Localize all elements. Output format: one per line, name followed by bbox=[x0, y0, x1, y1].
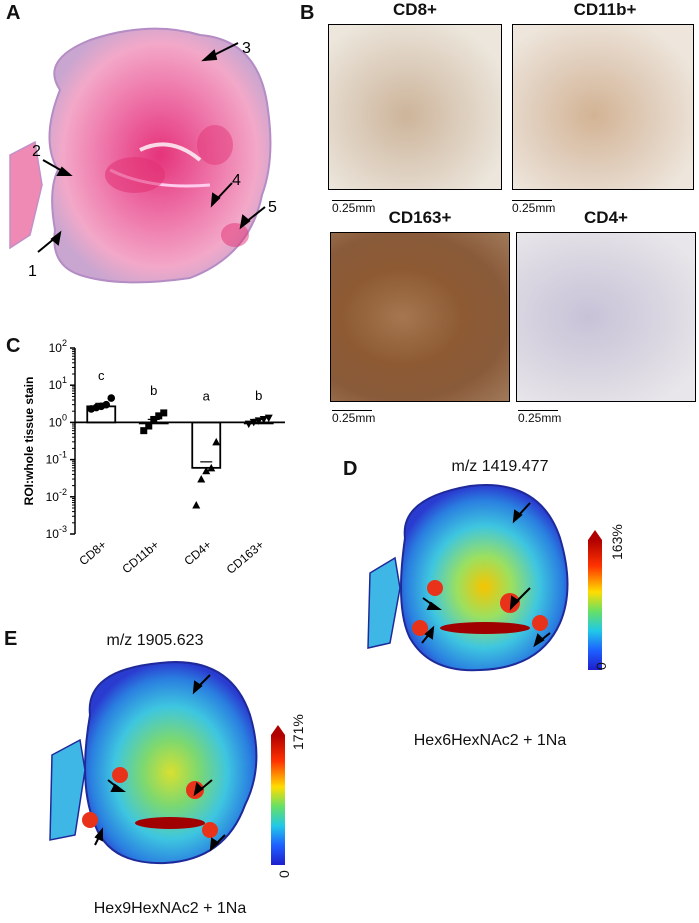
cd163-scale-label: 0.25mm bbox=[332, 411, 376, 425]
data-point bbox=[264, 414, 273, 423]
data-point bbox=[197, 475, 206, 483]
cd163-title: CD163+ bbox=[388, 208, 452, 227]
callout-2: 2 bbox=[32, 143, 41, 160]
panel-b-letter: B bbox=[300, 2, 315, 24]
data-point bbox=[192, 501, 201, 509]
panel-d-scale-min: 0 bbox=[593, 662, 609, 670]
panel-e-mz: m/z 1905.623 bbox=[106, 632, 204, 649]
data-point bbox=[254, 417, 263, 425]
callout-4: 4 bbox=[232, 172, 241, 189]
panel-e-colorbar bbox=[271, 725, 285, 865]
cd4-micrograph bbox=[516, 232, 696, 402]
x-tick-label: CD8+ bbox=[76, 538, 109, 569]
significance-label: b bbox=[150, 383, 157, 398]
callout-5: 5 bbox=[268, 199, 277, 216]
data-point bbox=[160, 409, 168, 417]
data-point bbox=[207, 463, 216, 472]
significance-label: b bbox=[255, 388, 262, 403]
y-tick-label: 101 bbox=[49, 375, 67, 392]
y-tick-label: 102 bbox=[49, 338, 67, 355]
cd4-scalebar bbox=[518, 410, 558, 411]
cd163-scalebar bbox=[332, 410, 372, 411]
y-tick-label: 10-2 bbox=[46, 487, 67, 504]
data-point bbox=[102, 400, 111, 409]
panel-e-ion-map bbox=[49, 661, 258, 865]
cd4-title: CD4+ bbox=[584, 208, 628, 227]
cd8-micrograph bbox=[328, 24, 502, 190]
x-tick-label: CD4+ bbox=[181, 538, 214, 569]
bar-chart-roi: 102 101 100 10-1 10-2 10-3 ROI:whole tissue st… bbox=[22, 338, 285, 577]
panel-d-colorbar bbox=[588, 530, 602, 670]
panel-c-letter: C bbox=[6, 335, 21, 357]
cd163-micrograph bbox=[330, 232, 510, 402]
panel-e-scale-max: 171% bbox=[290, 714, 306, 750]
panel-d-mz: m/z 1419.477 bbox=[451, 458, 549, 475]
cd8-scalebar bbox=[332, 200, 372, 201]
cd11b-scalebar bbox=[512, 200, 552, 201]
panel-d-ion-map bbox=[367, 484, 569, 672]
data-point bbox=[259, 415, 268, 424]
data-point bbox=[140, 427, 148, 435]
panel-a-letter: A bbox=[6, 2, 21, 24]
significance-label: c bbox=[98, 368, 105, 383]
y-tick-label: 100 bbox=[49, 412, 67, 429]
data-point bbox=[155, 412, 163, 420]
he-tissue-section: 3 2 4 1 5 bbox=[9, 27, 277, 284]
panel-e-letter: E bbox=[4, 628, 18, 650]
panel-d-letter: D bbox=[343, 458, 358, 480]
significance-label: a bbox=[203, 388, 211, 403]
panel-e-scale-min: 0 bbox=[276, 870, 292, 878]
data-point bbox=[249, 418, 258, 427]
panel-e-arrows bbox=[94, 674, 226, 852]
panel-d-scale-max: 163% bbox=[609, 524, 625, 560]
panel-d-compound: Hex6HexNAc2 + 1Na bbox=[413, 732, 567, 749]
data-point bbox=[145, 422, 153, 430]
panel-e-compound: Hex9HexNAc2 + 1Na bbox=[93, 900, 247, 917]
cd8-title: CD8+ bbox=[393, 0, 437, 19]
y-axis-label: ROI:whole tissue stain bbox=[22, 377, 36, 506]
data-point bbox=[244, 420, 253, 429]
callout-1: 1 bbox=[28, 263, 37, 280]
data-point bbox=[202, 466, 211, 475]
cd8-scale-label: 0.25mm bbox=[332, 201, 376, 215]
data-point bbox=[107, 394, 116, 402]
cd11b-title: CD11b+ bbox=[573, 0, 637, 19]
x-tick-label: CD163+ bbox=[224, 538, 267, 577]
data-point bbox=[150, 415, 158, 423]
cd11b-micrograph bbox=[512, 24, 694, 190]
callout-arrows bbox=[37, 42, 266, 253]
cd4-scale-label: 0.25mm bbox=[518, 411, 562, 425]
y-tick-label: 10-1 bbox=[46, 450, 67, 467]
y-tick-label: 10-3 bbox=[46, 524, 67, 541]
cd11b-scale-label: 0.25mm bbox=[512, 201, 556, 215]
x-tick-label: CD11b+ bbox=[119, 538, 161, 577]
data-point bbox=[212, 437, 221, 446]
callout-3: 3 bbox=[242, 40, 251, 57]
panel-d-arrows bbox=[421, 502, 551, 648]
